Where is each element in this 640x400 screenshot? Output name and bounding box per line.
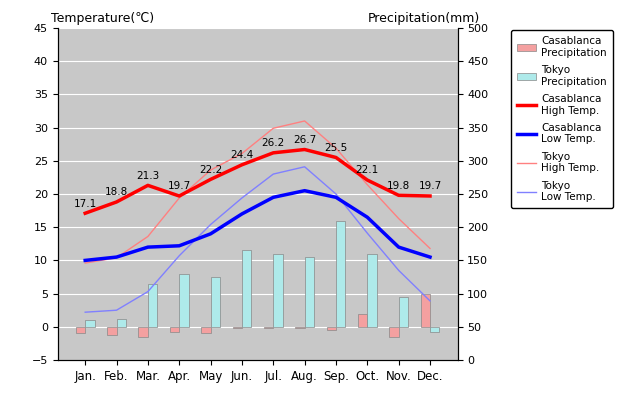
Bar (107, 327, 116, 335)
Bar (232, 327, 242, 328)
Bar (420, 294, 430, 327)
Text: 19.8: 19.8 (387, 181, 410, 191)
Bar (273, 254, 283, 327)
Text: 22.1: 22.1 (356, 166, 379, 176)
Bar (305, 257, 314, 327)
Bar (179, 274, 189, 327)
Bar (201, 327, 211, 334)
Bar (116, 319, 126, 327)
Bar (430, 327, 440, 332)
Bar (326, 327, 336, 330)
Bar (242, 250, 252, 327)
Bar (211, 277, 220, 327)
Text: 24.4: 24.4 (230, 150, 253, 160)
Text: Precipitation(mm): Precipitation(mm) (368, 12, 480, 25)
Text: 19.7: 19.7 (168, 181, 191, 191)
Text: 25.5: 25.5 (324, 143, 348, 153)
Text: Temperature(℃): Temperature(℃) (51, 12, 154, 25)
Text: 22.2: 22.2 (199, 165, 222, 175)
Bar (264, 327, 273, 328)
Text: 17.1: 17.1 (74, 199, 97, 209)
Bar (389, 327, 399, 337)
Bar (295, 327, 305, 328)
Bar (336, 220, 346, 327)
Legend: Casablanca
Precipitation, Tokyo
Precipitation, Casablanca
High Temp., Casablanca: Casablanca Precipitation, Tokyo Precipit… (511, 30, 613, 208)
Text: 21.3: 21.3 (136, 171, 159, 181)
Bar (399, 297, 408, 327)
Text: 26.2: 26.2 (262, 138, 285, 148)
Bar (148, 284, 157, 327)
Bar (85, 320, 95, 327)
Bar (367, 254, 377, 327)
Text: 26.7: 26.7 (293, 135, 316, 145)
Bar (76, 327, 85, 334)
Bar (358, 314, 367, 327)
Text: 19.7: 19.7 (419, 181, 442, 191)
Bar (170, 327, 179, 332)
Bar (138, 327, 148, 337)
Text: 18.8: 18.8 (105, 187, 128, 197)
